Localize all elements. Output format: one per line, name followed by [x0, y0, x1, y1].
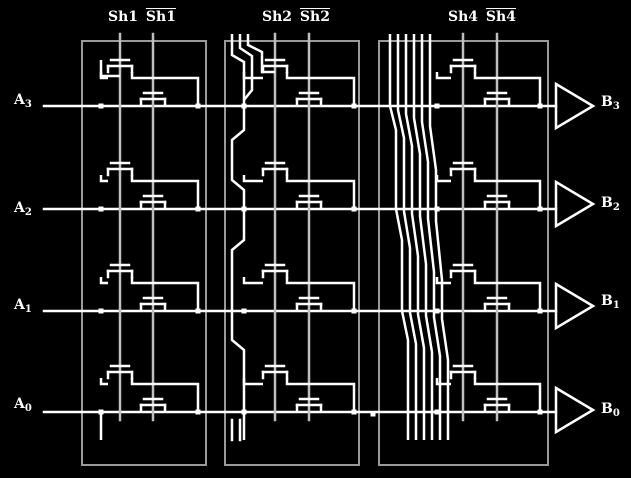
- s1-junction-2: [98, 308, 104, 314]
- s2-shift-out-wire-3: [285, 378, 356, 412]
- stage1-header: Sh1 Sh1: [108, 10, 176, 24]
- s4-shift-in-wire-2: [435, 277, 451, 285]
- stage2-box: [224, 40, 360, 466]
- output-buffer-1: [554, 179, 596, 229]
- output-b1-label: B1: [601, 293, 620, 311]
- input-a1-label: A1: [14, 297, 32, 315]
- output-b0-label: B0: [601, 401, 620, 419]
- output-buffer-0: [554, 81, 596, 131]
- s4-shift-out-wire-0: [473, 72, 542, 106]
- s4-shift-in-wire-3: [435, 378, 451, 386]
- s1-out-junction-2: [195, 308, 201, 314]
- s1-junction-1: [98, 206, 104, 212]
- s2-shift-out-wire-2: [285, 277, 356, 311]
- sh1-bar-label: Sh1: [145, 9, 176, 25]
- s2-junction-2: [241, 308, 247, 314]
- s4-out-junction-2: [537, 308, 543, 314]
- s4-bundle-wire-3: [412, 34, 434, 440]
- stage1-box: [81, 40, 207, 466]
- output-b3-label: B3: [601, 94, 620, 112]
- s1-shift-out-wire-1: [130, 175, 200, 209]
- s2-out-junction-3: [351, 409, 357, 415]
- input-a3-label: A3: [14, 92, 32, 110]
- sh1-label: Sh1: [108, 9, 139, 25]
- s1-out-junction-3: [195, 409, 201, 415]
- s4-junction-0: [434, 103, 440, 109]
- stray-junction: [370, 411, 376, 417]
- s4-shift-in-wire-0: [435, 72, 451, 80]
- s1-shift-in-wire-3: [99, 378, 108, 386]
- s1-shift-in-wire-1: [99, 175, 108, 183]
- s4-bundle-wire-0: [388, 34, 410, 440]
- s1-junction-0: [98, 103, 104, 109]
- sh4-label: Sh4: [448, 9, 479, 25]
- sh2-bar-label: Sh2: [299, 9, 330, 25]
- s4-out-junction-1: [537, 206, 543, 212]
- s2-shift-in-wire-1: [242, 175, 263, 183]
- s2-shift-in-wire-2: [242, 277, 263, 285]
- s2-cross-wire-b: [238, 34, 254, 101]
- s2-out-junction-1: [351, 206, 357, 212]
- s4-junction-3: [434, 409, 440, 415]
- s4-bundle-wire-1: [396, 34, 418, 440]
- s1-shift-in-wire-2: [99, 277, 108, 285]
- stage4-header: Sh4 Sh4: [448, 10, 516, 24]
- output-buffer-2: [554, 281, 596, 331]
- s4-out-junction-3: [537, 409, 543, 415]
- s4-bundle-wire-4: [420, 34, 442, 440]
- s2-cross-wire-a: [230, 34, 246, 440]
- s2-out-junction-0: [351, 103, 357, 109]
- s1-top-feed: [99, 60, 120, 78]
- sh4-bar-label: Sh4: [485, 9, 516, 25]
- s4-bundle-wire-2: [404, 34, 426, 440]
- s1-shift-out-wire-0: [130, 72, 200, 106]
- s2-out-junction-2: [351, 308, 357, 314]
- s4-out-junction-0: [537, 103, 543, 109]
- output-b2-label: B2: [601, 195, 620, 213]
- input-a2-label: A2: [14, 200, 32, 218]
- s1-out-junction-1: [195, 206, 201, 212]
- s4-shift-out-wire-3: [473, 378, 542, 412]
- s1-out-junction-0: [195, 103, 201, 109]
- stage2-header: Sh2 Sh2: [262, 10, 330, 24]
- s2-shift-in-wire-3: [242, 378, 263, 386]
- input-a0-label: A0: [14, 396, 32, 414]
- s2-shift-out-wire-1: [285, 175, 356, 209]
- s4-shift-out-wire-2: [473, 277, 542, 311]
- sh2-label: Sh2: [262, 9, 293, 25]
- s1-shift-out-wire-3: [130, 378, 200, 412]
- s4-shift-in-wire-1: [435, 175, 451, 183]
- s2-shift-out-wire-0: [285, 72, 356, 106]
- s4-shift-out-wire-1: [473, 175, 542, 209]
- output-buffer-3: [554, 385, 596, 435]
- s2-cross-wire-c: [246, 34, 275, 74]
- s4-bundle-wire-5: [428, 34, 450, 440]
- s2-shift-in-wire-0: [242, 72, 263, 80]
- s4-junction-2: [434, 308, 440, 314]
- s1-shift-out-wire-2: [130, 277, 200, 311]
